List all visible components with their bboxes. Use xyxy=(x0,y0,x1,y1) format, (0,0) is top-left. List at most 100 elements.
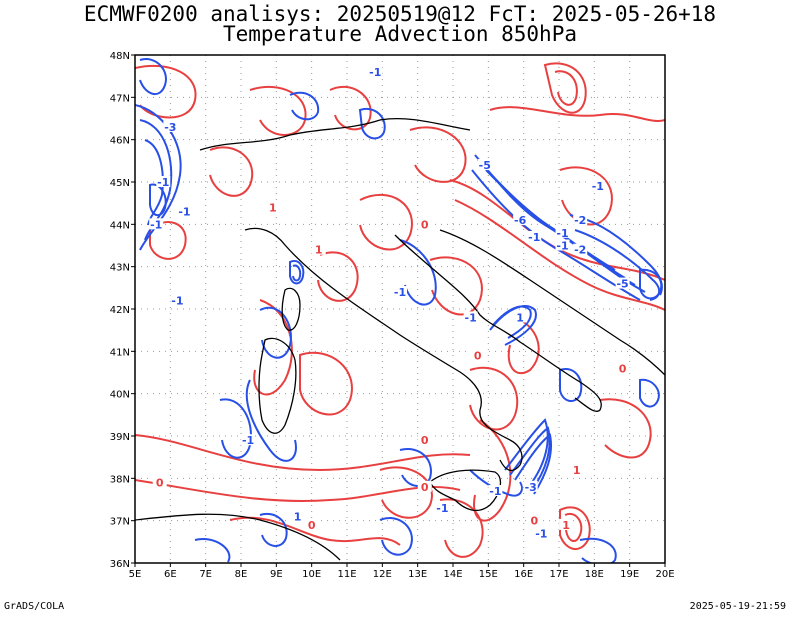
contour-label: -3 xyxy=(525,481,537,494)
warm-contour xyxy=(599,398,652,459)
cold-contour xyxy=(259,512,288,547)
contour-label: -5 xyxy=(479,159,491,172)
lon-tick-label: 5E xyxy=(129,569,142,580)
cold-contour xyxy=(292,264,302,282)
contour-label-bg xyxy=(163,120,178,132)
cold-contour xyxy=(379,517,413,556)
warm-contour xyxy=(564,512,583,542)
contour-label: -1 xyxy=(556,240,568,253)
sicily-coastline xyxy=(429,469,502,512)
warm-contour xyxy=(469,366,519,431)
contour-label-bg xyxy=(534,527,549,539)
contour-label: 0 xyxy=(308,519,316,532)
cold-contour xyxy=(514,433,552,495)
warm-contour xyxy=(229,516,401,546)
warm-contour xyxy=(209,146,254,197)
lon-tick-label: 16E xyxy=(514,569,533,580)
lon-tick-label: 15E xyxy=(479,569,498,580)
contour-label: -1 xyxy=(592,180,604,193)
lon-tick-label: 7E xyxy=(199,569,212,580)
balkan-coast xyxy=(439,229,665,376)
contour-label: -1 xyxy=(465,311,477,324)
contour-label-bg xyxy=(477,159,492,171)
contour-label: -2 xyxy=(574,244,586,257)
chart-title: ECMWF0200 analisys: 20250519@12 FcT: 202… xyxy=(83,2,717,26)
contour-label-bg xyxy=(523,480,538,492)
cold-contour xyxy=(135,104,182,251)
contour-label-bg xyxy=(417,218,432,230)
warm-contour xyxy=(409,126,467,183)
warm-contour xyxy=(507,319,540,375)
cold-contour xyxy=(139,58,167,95)
cold-contour xyxy=(194,538,231,563)
contour-label: -6 xyxy=(514,214,527,227)
contour-label: -1 xyxy=(394,286,406,299)
contour-label-bg xyxy=(573,243,588,255)
contour-label-bg xyxy=(435,501,450,513)
contour-label-bg xyxy=(368,65,383,77)
footer-timestamp: 2025-05-19-21:59 xyxy=(689,601,786,612)
lon-tick-label: 13E xyxy=(408,569,427,580)
cold-contour xyxy=(509,426,551,491)
cold-contour xyxy=(492,305,532,339)
lon-tick-label: 20E xyxy=(655,569,674,580)
africa-coast xyxy=(135,513,341,561)
contour-label: -2 xyxy=(574,214,586,227)
axis-ticks: 5E 6E 7E 8E 9E 10E 11E 12E 13E 14E 15E 16E 17E 18E 19E… xyxy=(110,51,675,580)
contour-label-bg xyxy=(463,311,478,323)
lon-tick-label: 14E xyxy=(443,569,462,580)
footer-software-credit: GrADS/COLA xyxy=(4,601,65,612)
contour-label: -1 xyxy=(369,66,381,79)
warm-contour xyxy=(559,506,591,550)
cold-contour xyxy=(504,418,549,486)
contour-label: -5 xyxy=(616,278,628,291)
cold-contour xyxy=(639,268,663,300)
contour-label-bg xyxy=(615,277,630,289)
contour-label-bg xyxy=(555,226,570,238)
contour-label-bg xyxy=(417,480,432,492)
contour-label-bg xyxy=(488,485,503,497)
cold-contour xyxy=(559,368,583,402)
contour-labels: -3-1-1-1-1-11-1-5-6 -2-1-2-1-1-5-1-1 1-3-1… xyxy=(149,65,630,540)
contour-label: -3 xyxy=(164,121,176,134)
lat-tick-label: 36N xyxy=(110,559,130,570)
cold-contour xyxy=(358,107,386,140)
lon-tick-label: 12E xyxy=(373,569,392,580)
contour-label-bg xyxy=(559,518,574,530)
contour-label: 1 xyxy=(562,519,570,532)
lon-tick-label: 9E xyxy=(270,569,283,580)
warm-contour xyxy=(317,251,359,302)
contour-label-bg xyxy=(149,218,164,230)
contour-label: -1 xyxy=(242,434,254,447)
italy-coastline xyxy=(244,227,523,472)
contour-label-bg xyxy=(152,476,167,488)
contour-label-bg xyxy=(513,214,528,226)
lat-tick-label: 45N xyxy=(110,178,130,189)
contour-label: 0 xyxy=(421,434,429,447)
contour-label-bg xyxy=(590,180,605,192)
italy-coastline xyxy=(394,234,602,412)
warm-contour xyxy=(135,434,471,472)
coastlines xyxy=(135,117,665,561)
contour-label-bg xyxy=(470,349,485,361)
warm-contour xyxy=(543,62,587,114)
lon-tick-label: 6E xyxy=(164,569,177,580)
contour-label: -1 xyxy=(157,176,169,189)
contour-label-bg xyxy=(527,514,542,526)
contour-label: -1 xyxy=(528,231,540,244)
contour-label: 1 xyxy=(269,201,277,214)
cold-contour xyxy=(144,139,164,226)
advection-contours xyxy=(135,58,665,563)
contour-label: 1 xyxy=(516,311,524,324)
cold-contour xyxy=(259,306,292,359)
warm-contour xyxy=(379,466,433,519)
contour-label: -1 xyxy=(178,206,190,219)
lat-tick-label: 46N xyxy=(110,136,130,147)
cold-contour xyxy=(245,379,297,462)
cold-contour xyxy=(469,469,523,497)
contour-label: 1 xyxy=(294,510,302,523)
contour-label: -1 xyxy=(171,295,183,308)
warm-contour xyxy=(454,199,665,311)
warm-contour xyxy=(359,194,413,251)
